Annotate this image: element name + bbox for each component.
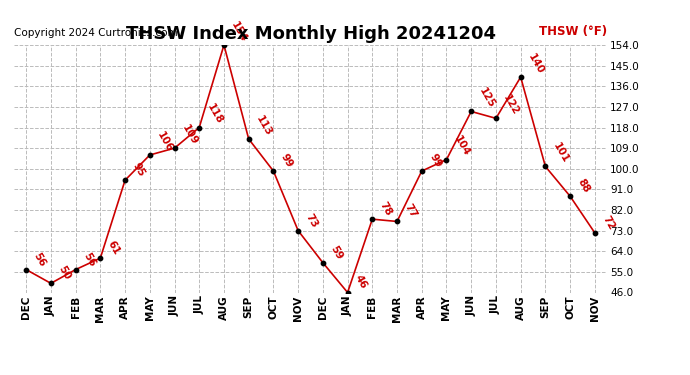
Point <box>441 157 452 163</box>
Text: 99: 99 <box>427 152 443 170</box>
Text: 46: 46 <box>353 273 369 291</box>
Text: 78: 78 <box>378 200 394 218</box>
Point <box>95 255 106 261</box>
Text: 77: 77 <box>402 202 419 220</box>
Point <box>70 267 81 273</box>
Point <box>466 108 477 114</box>
Point <box>342 290 353 296</box>
Text: 88: 88 <box>575 177 591 195</box>
Text: 59: 59 <box>328 244 344 261</box>
Text: 154: 154 <box>230 20 249 44</box>
Point <box>564 193 575 199</box>
Point <box>169 145 180 151</box>
Text: 95: 95 <box>130 161 146 179</box>
Text: 50: 50 <box>57 264 72 282</box>
Text: 140: 140 <box>526 52 546 76</box>
Point <box>46 280 57 286</box>
Point <box>491 116 502 122</box>
Point <box>391 219 402 225</box>
Point <box>194 124 205 130</box>
Point <box>589 230 600 236</box>
Title: THSW Index Monthly High 20241204: THSW Index Monthly High 20241204 <box>126 26 495 44</box>
Point <box>416 168 427 174</box>
Text: 122: 122 <box>502 93 521 117</box>
Text: Copyright 2024 Curtronics.com: Copyright 2024 Curtronics.com <box>14 28 177 38</box>
Text: 109: 109 <box>180 123 199 147</box>
Point <box>21 267 32 273</box>
Text: 72: 72 <box>600 214 616 231</box>
Point <box>243 136 254 142</box>
Text: 125: 125 <box>477 86 496 110</box>
Text: 56: 56 <box>32 251 48 268</box>
Point <box>268 168 279 174</box>
Point <box>540 164 551 170</box>
Point <box>367 216 378 222</box>
Text: 113: 113 <box>254 114 274 138</box>
Text: 101: 101 <box>551 141 571 165</box>
Text: 61: 61 <box>106 239 122 257</box>
Point <box>293 228 304 234</box>
Text: THSW (°F): THSW (°F) <box>539 25 607 38</box>
Text: 104: 104 <box>452 134 472 158</box>
Point <box>219 42 230 48</box>
Text: 56: 56 <box>81 251 97 268</box>
Point <box>317 260 328 266</box>
Point <box>119 177 130 183</box>
Text: 118: 118 <box>205 102 224 126</box>
Point <box>144 152 155 158</box>
Text: 106: 106 <box>155 130 175 154</box>
Text: 73: 73 <box>304 211 319 229</box>
Text: 99: 99 <box>279 152 295 170</box>
Point <box>515 74 526 80</box>
